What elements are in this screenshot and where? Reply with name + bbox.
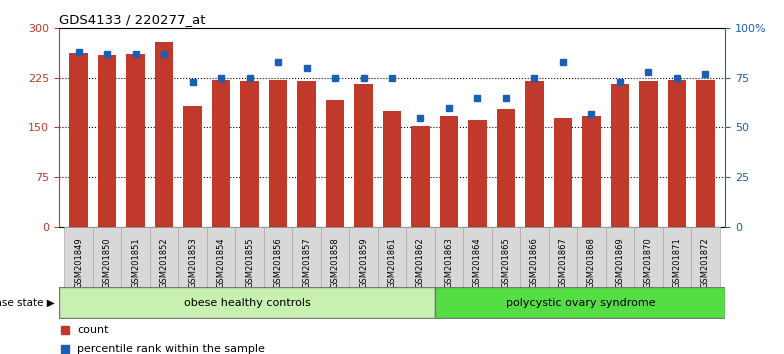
Text: GSM201869: GSM201869 (615, 238, 624, 288)
Text: percentile rank within the sample: percentile rank within the sample (77, 344, 265, 354)
Bar (611, 85, 629, 227)
Text: GSM201853: GSM201853 (188, 238, 197, 288)
Text: GSM201855: GSM201855 (245, 238, 254, 288)
Bar (212, 80, 230, 227)
Bar (378, 227, 406, 287)
Text: GSM201862: GSM201862 (416, 238, 425, 288)
Bar (406, 227, 434, 287)
Bar (582, 115, 601, 227)
Text: GSM201864: GSM201864 (473, 238, 482, 288)
Text: GDS4133 / 220277_at: GDS4133 / 220277_at (59, 13, 205, 26)
Bar (354, 85, 372, 227)
Bar (496, 109, 515, 227)
Text: GSM201863: GSM201863 (445, 238, 453, 288)
Text: polycystic ovary syndrome: polycystic ovary syndrome (506, 298, 655, 308)
Bar (241, 81, 259, 227)
Bar (696, 80, 714, 227)
Bar (64, 227, 93, 287)
Bar (434, 227, 463, 287)
Bar (463, 227, 492, 287)
Bar (554, 118, 572, 227)
Bar (634, 227, 662, 287)
Bar (435, 287, 725, 318)
Text: GSM201856: GSM201856 (274, 238, 282, 288)
Bar (605, 227, 634, 287)
Bar (207, 227, 235, 287)
Text: GSM201850: GSM201850 (103, 238, 111, 288)
Bar (126, 54, 145, 227)
Bar (662, 227, 691, 287)
Bar (667, 80, 686, 227)
Bar (292, 227, 321, 287)
Bar (183, 105, 202, 227)
Bar (492, 227, 520, 287)
Text: GSM201849: GSM201849 (74, 238, 83, 288)
Bar (468, 120, 487, 227)
Bar (59, 287, 435, 318)
Bar (93, 227, 122, 287)
Text: GSM201868: GSM201868 (587, 238, 596, 288)
Bar (383, 111, 401, 227)
Bar (264, 227, 292, 287)
Bar (520, 227, 549, 287)
Text: disease state ▶: disease state ▶ (0, 298, 55, 308)
Bar (235, 227, 264, 287)
Bar (269, 80, 288, 227)
Bar (350, 227, 378, 287)
Text: GSM201865: GSM201865 (502, 238, 510, 288)
Text: GSM201866: GSM201866 (530, 238, 539, 288)
Bar (525, 81, 543, 227)
Text: GSM201867: GSM201867 (558, 238, 568, 288)
Text: GSM201870: GSM201870 (644, 238, 653, 288)
Bar (691, 227, 720, 287)
Bar (326, 100, 344, 227)
Bar (70, 53, 88, 227)
Bar (150, 227, 179, 287)
Text: GSM201859: GSM201859 (359, 238, 368, 288)
Text: GSM201858: GSM201858 (331, 238, 339, 288)
Bar (412, 126, 430, 227)
Bar (179, 227, 207, 287)
Text: GSM201854: GSM201854 (216, 238, 226, 288)
Bar (297, 81, 316, 227)
Text: obese healthy controls: obese healthy controls (183, 298, 310, 308)
Text: GSM201857: GSM201857 (302, 238, 311, 288)
Bar (639, 81, 658, 227)
Text: GSM201871: GSM201871 (673, 238, 681, 288)
Bar (155, 41, 173, 227)
Text: GSM201852: GSM201852 (160, 238, 169, 288)
Bar (440, 115, 458, 227)
Text: count: count (77, 325, 109, 336)
Bar (122, 227, 150, 287)
Text: GSM201861: GSM201861 (387, 238, 397, 288)
Text: GSM201872: GSM201872 (701, 238, 710, 288)
Bar (98, 55, 117, 227)
Bar (321, 227, 350, 287)
Bar (577, 227, 605, 287)
Bar (549, 227, 577, 287)
Text: GSM201851: GSM201851 (131, 238, 140, 288)
